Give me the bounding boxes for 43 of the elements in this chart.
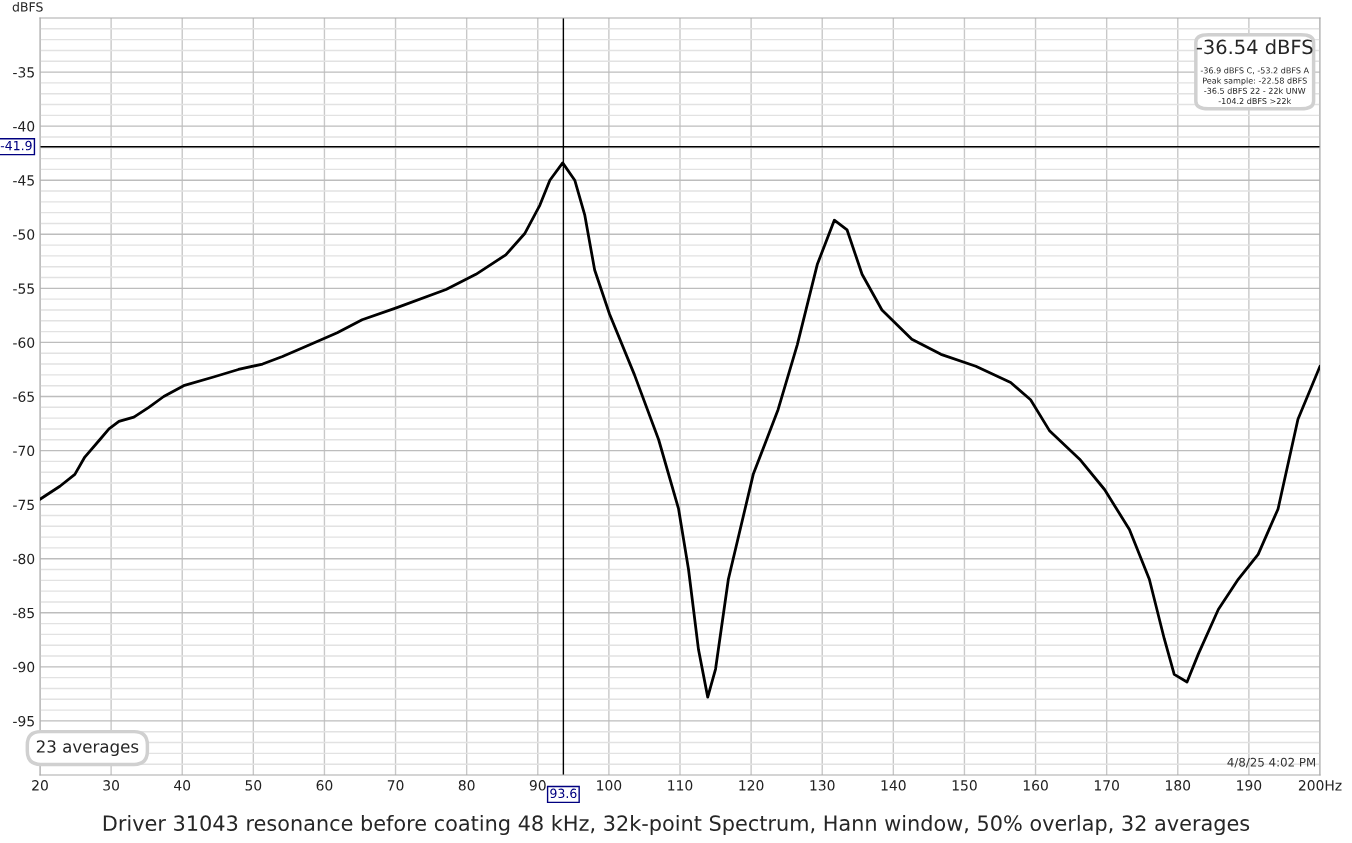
y-tick-label: -35: [13, 67, 34, 78]
y-axis-title: dBFS: [12, 1, 43, 12]
x-tick-label: 120: [739, 780, 764, 791]
y-tick-label: -45: [13, 175, 34, 186]
annotation: 23 averages: [36, 740, 139, 757]
annotation: -36.54 dBFS: [1196, 39, 1313, 55]
y-tick-label: -70: [13, 445, 35, 457]
x-tick-label: 30: [103, 780, 120, 791]
y-tick-label: -50: [13, 229, 35, 240]
text: Driver 31043 resonance before coating 48 kHz, 32k-point Spectrum, Hann window, 50% overlap, 32 averages: [103, 814, 1250, 836]
y-tick-label: -80: [13, 553, 35, 565]
y-tick-label: -55: [13, 283, 34, 294]
x-tick-label: 170: [1094, 780, 1119, 791]
x-tick-label: 130: [810, 780, 835, 791]
annotation: -104.2 dBFS >22k: [1218, 97, 1292, 105]
x-tick-label: 60: [316, 780, 333, 791]
y-tick-label: -75: [13, 499, 34, 511]
x-tick-label: 140: [881, 780, 906, 791]
x-tick-label: 150: [952, 780, 977, 791]
x-tick-label: 100: [597, 780, 622, 791]
x-tick-label: 20: [32, 780, 48, 791]
ref-line-label: -41.9: [0, 140, 32, 151]
y-tick-label: -90: [13, 661, 35, 673]
y-tick-label: -85: [13, 607, 34, 619]
x-tick-label: 90: [529, 780, 546, 791]
annotation: -36.5 dBFS 22 - 22k UNW: [1204, 87, 1306, 94]
x-tick-label: 40: [174, 780, 191, 791]
x-tick-label: 200Hz: [1298, 780, 1342, 791]
y-tick-label: -40: [13, 121, 35, 132]
x-tick-label: 50: [245, 780, 262, 791]
annotation: -36.9 dBFS C, -53.2 dBFS A: [1200, 67, 1309, 75]
ref-line-label: 93.6: [550, 788, 577, 799]
y-tick-label: -60: [13, 337, 35, 348]
x-tick-label: 80: [458, 780, 475, 791]
x-tick-label: 110: [668, 780, 693, 791]
x-tick-label: 180: [1166, 780, 1191, 791]
x-tick-label: 190: [1237, 780, 1262, 791]
annotation: 4/8/25 4:02 PM: [1227, 757, 1316, 768]
y-tick-label: -95: [13, 715, 34, 727]
annotation: Peak sample: -22.58 dBFS: [1203, 77, 1307, 86]
x-tick-label: 160: [1023, 780, 1048, 791]
y-tick-label: -65: [13, 391, 34, 402]
x-tick-label: 70: [387, 780, 404, 791]
